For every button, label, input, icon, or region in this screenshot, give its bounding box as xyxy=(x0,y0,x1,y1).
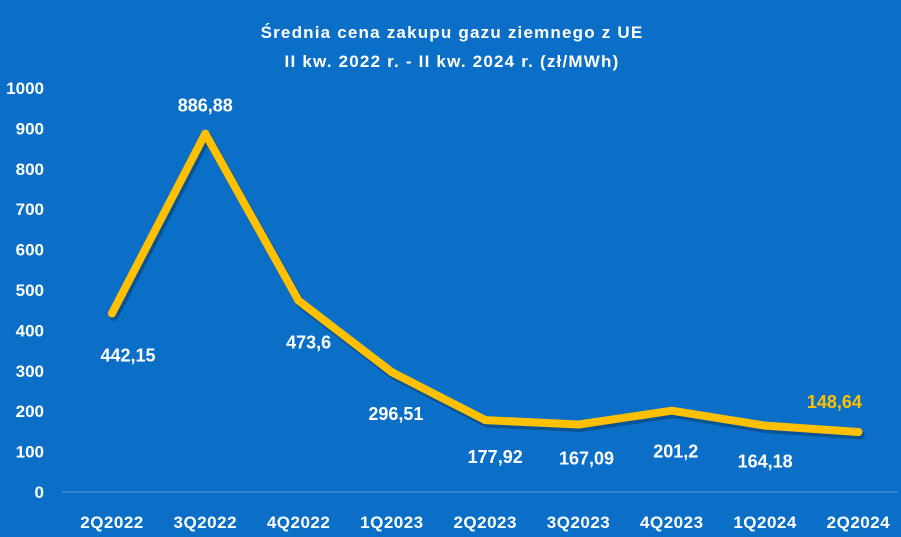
x-tick-label: 1Q2024 xyxy=(733,513,797,532)
x-tick-label: 2Q2024 xyxy=(827,513,891,532)
data-point xyxy=(201,129,210,138)
axes: 0 100 200 300 400 500 600 700 800 900 1000 2Q2022 3Q… xyxy=(6,79,898,532)
data-point xyxy=(574,420,583,429)
data-label: 167,09 xyxy=(559,448,614,468)
data-label: 201,2 xyxy=(653,442,698,462)
x-tick-label: 4Q2022 xyxy=(267,513,331,532)
series-layer xyxy=(108,129,865,440)
y-tick-label: 100 xyxy=(16,443,44,462)
y-tick-label: 400 xyxy=(16,321,44,340)
x-tick-label: 2Q2023 xyxy=(453,513,517,532)
y-tick-label: 800 xyxy=(16,160,44,179)
y-tick-label: 1000 xyxy=(6,79,44,98)
x-tick-label: 2Q2022 xyxy=(80,513,144,532)
data-labels: 442,15 886,88 473,6 296,51 177,92 167,09 201,2… xyxy=(100,96,861,472)
y-tick-label: 900 xyxy=(16,119,44,138)
series-line xyxy=(108,129,863,436)
data-point xyxy=(481,416,490,425)
y-tick-label: 500 xyxy=(16,281,44,300)
x-tick-label: 1Q2023 xyxy=(360,513,424,532)
data-label: 164,18 xyxy=(738,452,793,472)
data-point xyxy=(854,427,863,436)
series-line-shadow xyxy=(109,132,865,440)
data-label: 296,51 xyxy=(368,404,423,424)
data-point xyxy=(387,368,396,377)
data-label: 177,92 xyxy=(468,447,523,467)
data-label: 442,15 xyxy=(100,345,155,365)
data-label: 886,88 xyxy=(178,96,233,116)
y-tick-label: 700 xyxy=(16,200,44,219)
data-label: 148,64 xyxy=(807,392,862,412)
x-tick-label: 3Q2023 xyxy=(547,513,611,532)
data-point xyxy=(761,421,770,430)
data-label: 473,6 xyxy=(286,333,331,353)
x-tick-label: 3Q2022 xyxy=(174,513,238,532)
x-tick-label: 4Q2023 xyxy=(640,513,704,532)
chart-title: Średnia cena zakupu gazu ziemnego z UE xyxy=(261,23,644,42)
data-point xyxy=(108,309,116,318)
y-tick-label: 200 xyxy=(16,402,44,421)
y-tick-label: 0 xyxy=(35,483,44,502)
data-point xyxy=(667,406,676,415)
data-point xyxy=(294,296,303,305)
chart-subtitle: II kw. 2022 r. - II kw. 2024 r. (zł/MWh) xyxy=(285,52,620,71)
y-tick-label: 600 xyxy=(16,241,44,260)
y-tick-label: 300 xyxy=(16,362,44,381)
